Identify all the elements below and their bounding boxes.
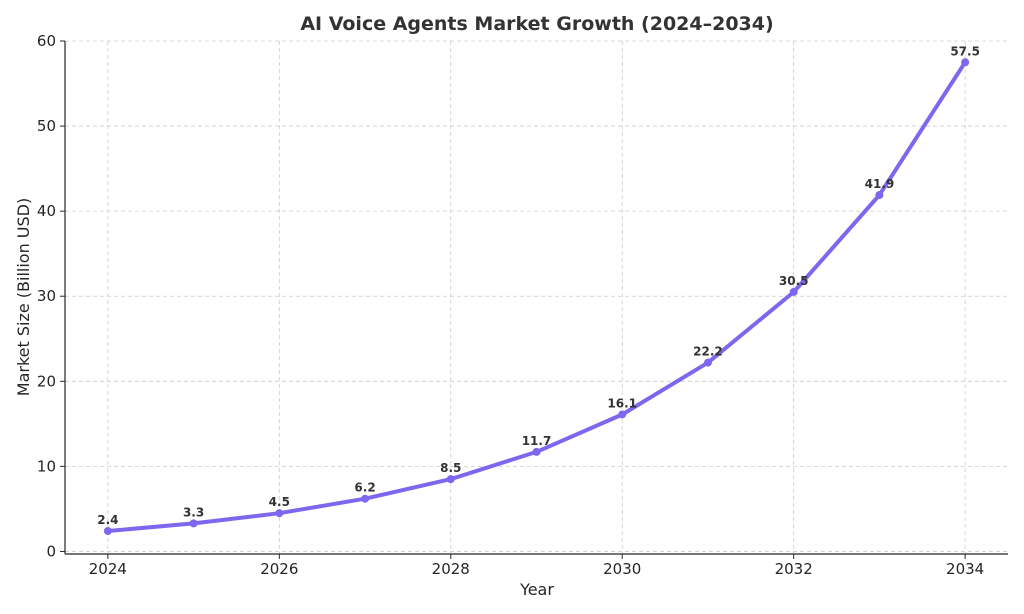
data-label: 2.4	[97, 513, 118, 527]
grid	[65, 40, 1008, 554]
data-point	[532, 447, 541, 456]
y-tick-label: 60	[37, 32, 56, 50]
y-tick-label: 10	[37, 457, 56, 475]
x-tick-label: 2032	[775, 560, 813, 578]
data-point	[618, 410, 627, 419]
data-point	[361, 494, 370, 503]
chart-title: AI Voice Agents Market Growth (2024–2034…	[300, 13, 773, 35]
axes	[64, 41, 1008, 555]
data-point	[703, 358, 712, 367]
y-tick-label: 0	[46, 542, 56, 560]
data-label: 4.5	[269, 495, 290, 509]
data-labels: 2.4 3.3 4.5 6.2 8.5 11.7 16.1 22.2 30.5 41.9 57.5	[97, 44, 980, 527]
data-point	[789, 287, 798, 296]
series	[105, 60, 968, 533]
data-points	[103, 58, 970, 536]
data-point	[103, 527, 112, 536]
data-label: 8.5	[440, 461, 461, 475]
series-line	[105, 60, 968, 533]
y-axis-label: Market Size (Billion USD)	[14, 198, 33, 396]
data-label: 57.5	[950, 44, 980, 58]
data-label: 11.7	[522, 434, 552, 448]
y-tick-label: 50	[37, 117, 56, 135]
x-tick-label: 2030	[603, 560, 641, 578]
x-tick-label: 2024	[89, 560, 127, 578]
x-tick-label: 2028	[432, 560, 470, 578]
data-label: 16.1	[607, 396, 637, 410]
data-point	[446, 475, 455, 484]
data-point	[275, 509, 284, 518]
y-tick-label: 40	[37, 202, 56, 220]
data-label: 6.2	[354, 481, 375, 495]
data-point	[961, 58, 970, 67]
data-label: 30.5	[779, 274, 809, 288]
data-label: 3.3	[183, 505, 204, 519]
y-tick-label: 20	[37, 372, 56, 390]
x-tick-label: 2034	[946, 560, 984, 578]
data-point	[189, 519, 198, 528]
x-tick-label: 2026	[260, 560, 298, 578]
x-axis-label: Year	[519, 580, 554, 599]
data-label: 41.9	[865, 177, 895, 191]
y-tick-label: 30	[37, 287, 56, 305]
data-point	[875, 190, 884, 199]
data-label: 22.2	[693, 345, 723, 359]
